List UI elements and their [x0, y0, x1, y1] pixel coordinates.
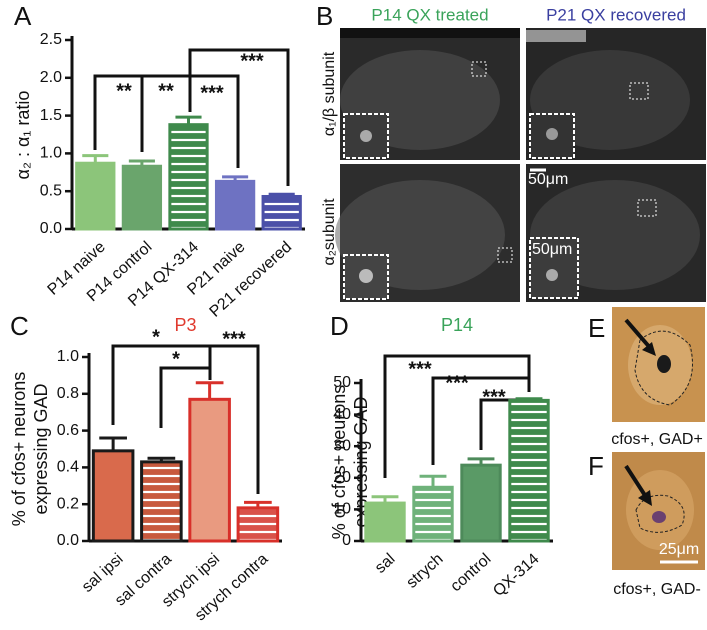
roi-box [497, 247, 513, 263]
y-axis-label: α₂ : α₁ ratio [13, 91, 33, 180]
y-axis-label: % of cfos+ neurons [9, 372, 29, 527]
bar [261, 194, 302, 231]
image-caption: cfos+, GAD+ [611, 431, 703, 448]
scale-label: 50μm [532, 241, 572, 258]
sig-label: *** [445, 372, 469, 394]
y-axis-label: expressing GAD [351, 396, 371, 527]
nucleus [657, 355, 671, 373]
chart-title: P14 [441, 315, 473, 335]
y-tick-label: 0.0 [57, 532, 79, 549]
bar [168, 123, 209, 231]
y-tick-label: 10 [333, 501, 351, 518]
bracket [159, 366, 210, 428]
panel-letter: E [588, 313, 605, 343]
sig-label: * [172, 348, 180, 370]
x-tick-label: strych [403, 550, 446, 591]
y-tick-label: 50 [333, 374, 351, 391]
sig-label: * [152, 326, 160, 348]
cell [546, 128, 558, 140]
cell [360, 130, 372, 142]
sig-label: *** [222, 328, 246, 350]
bar [91, 449, 135, 543]
inset [529, 113, 575, 159]
micrographs: 50μm 50μm P14 QX treated P21 QX recovere… [321, 5, 706, 302]
y-axis-label: % of cfos+ neurons [329, 385, 349, 540]
y-tick-label: 0.4 [57, 459, 79, 476]
y-tick-label: 0.2 [57, 495, 79, 512]
stain-images: cfos+, GAD+ 25μm cfos+, GAD- [611, 307, 705, 598]
x-tick-label: P21 recovered [206, 238, 295, 320]
row-label: α₁/β subunit [321, 51, 338, 136]
bar [75, 161, 116, 231]
cell-outline [634, 330, 693, 406]
arrowhead [642, 342, 656, 356]
panel-letter: A [14, 1, 32, 31]
bar [214, 179, 256, 231]
scale-label: 50μm [528, 171, 568, 188]
sig-label: *** [200, 82, 224, 104]
bracket [431, 376, 529, 465]
x-tick-label: QX-314 [490, 550, 542, 600]
y-axis-label: expressing GAD [31, 383, 51, 514]
y-tick-label: 0.6 [57, 422, 79, 439]
inset [529, 237, 579, 299]
panel-letter: B [316, 1, 333, 31]
y-tick-label: 20 [333, 469, 351, 486]
y-tick-label: 40 [333, 406, 351, 423]
scale-label: 25μm [659, 541, 699, 558]
panel-letter: D [330, 311, 349, 341]
bracket [111, 344, 260, 494]
image-title: P14 QX treated [371, 5, 488, 24]
cell [359, 269, 373, 283]
y-tick-label: 1.0 [57, 348, 79, 365]
bar [140, 460, 183, 543]
roi-box [629, 82, 649, 100]
y-tick-label: 30 [333, 437, 351, 454]
bar [236, 506, 280, 543]
y-tick-label: 0.8 [57, 385, 79, 402]
image-caption: cfos+, GAD- [613, 581, 701, 598]
y-tick-label: 0 [342, 532, 351, 549]
image-edge [526, 30, 586, 42]
sig-label: *** [482, 386, 506, 408]
cell-outline [635, 494, 685, 533]
row-label: α₂subunit [321, 198, 338, 266]
image-title: P21 QX recovered [546, 5, 686, 24]
chart-title: P3 [174, 315, 196, 335]
sig-label: *** [408, 358, 432, 380]
y-tick-label: 0.5 [40, 182, 62, 199]
panel-letter: F [588, 451, 604, 481]
arrow [624, 318, 654, 352]
x-tick-label: control [447, 550, 494, 595]
nucleus [652, 511, 666, 523]
image-edge [340, 28, 520, 38]
bar [460, 463, 502, 543]
bar [412, 485, 454, 543]
bar [121, 164, 163, 231]
y-tick-label: 0.0 [40, 220, 62, 237]
sig-label: ** [116, 80, 132, 102]
bar [188, 397, 231, 543]
sig-label: *** [240, 50, 264, 72]
roi-box [637, 199, 657, 217]
y-tick-label: 2.5 [40, 31, 62, 48]
arrowhead [638, 490, 652, 506]
x-tick-label: sal [372, 550, 399, 576]
bracket [383, 354, 531, 478]
y-tick-label: 2.0 [40, 69, 62, 86]
roi-box [471, 61, 487, 77]
bar [364, 501, 406, 543]
panel-letter: C [10, 311, 29, 341]
y-tick-label: 1.5 [40, 107, 62, 124]
sig-label: ** [158, 80, 174, 102]
y-tick-label: 1.0 [40, 145, 62, 162]
bracket [188, 48, 290, 186]
cell [546, 269, 558, 281]
bar [508, 398, 550, 543]
